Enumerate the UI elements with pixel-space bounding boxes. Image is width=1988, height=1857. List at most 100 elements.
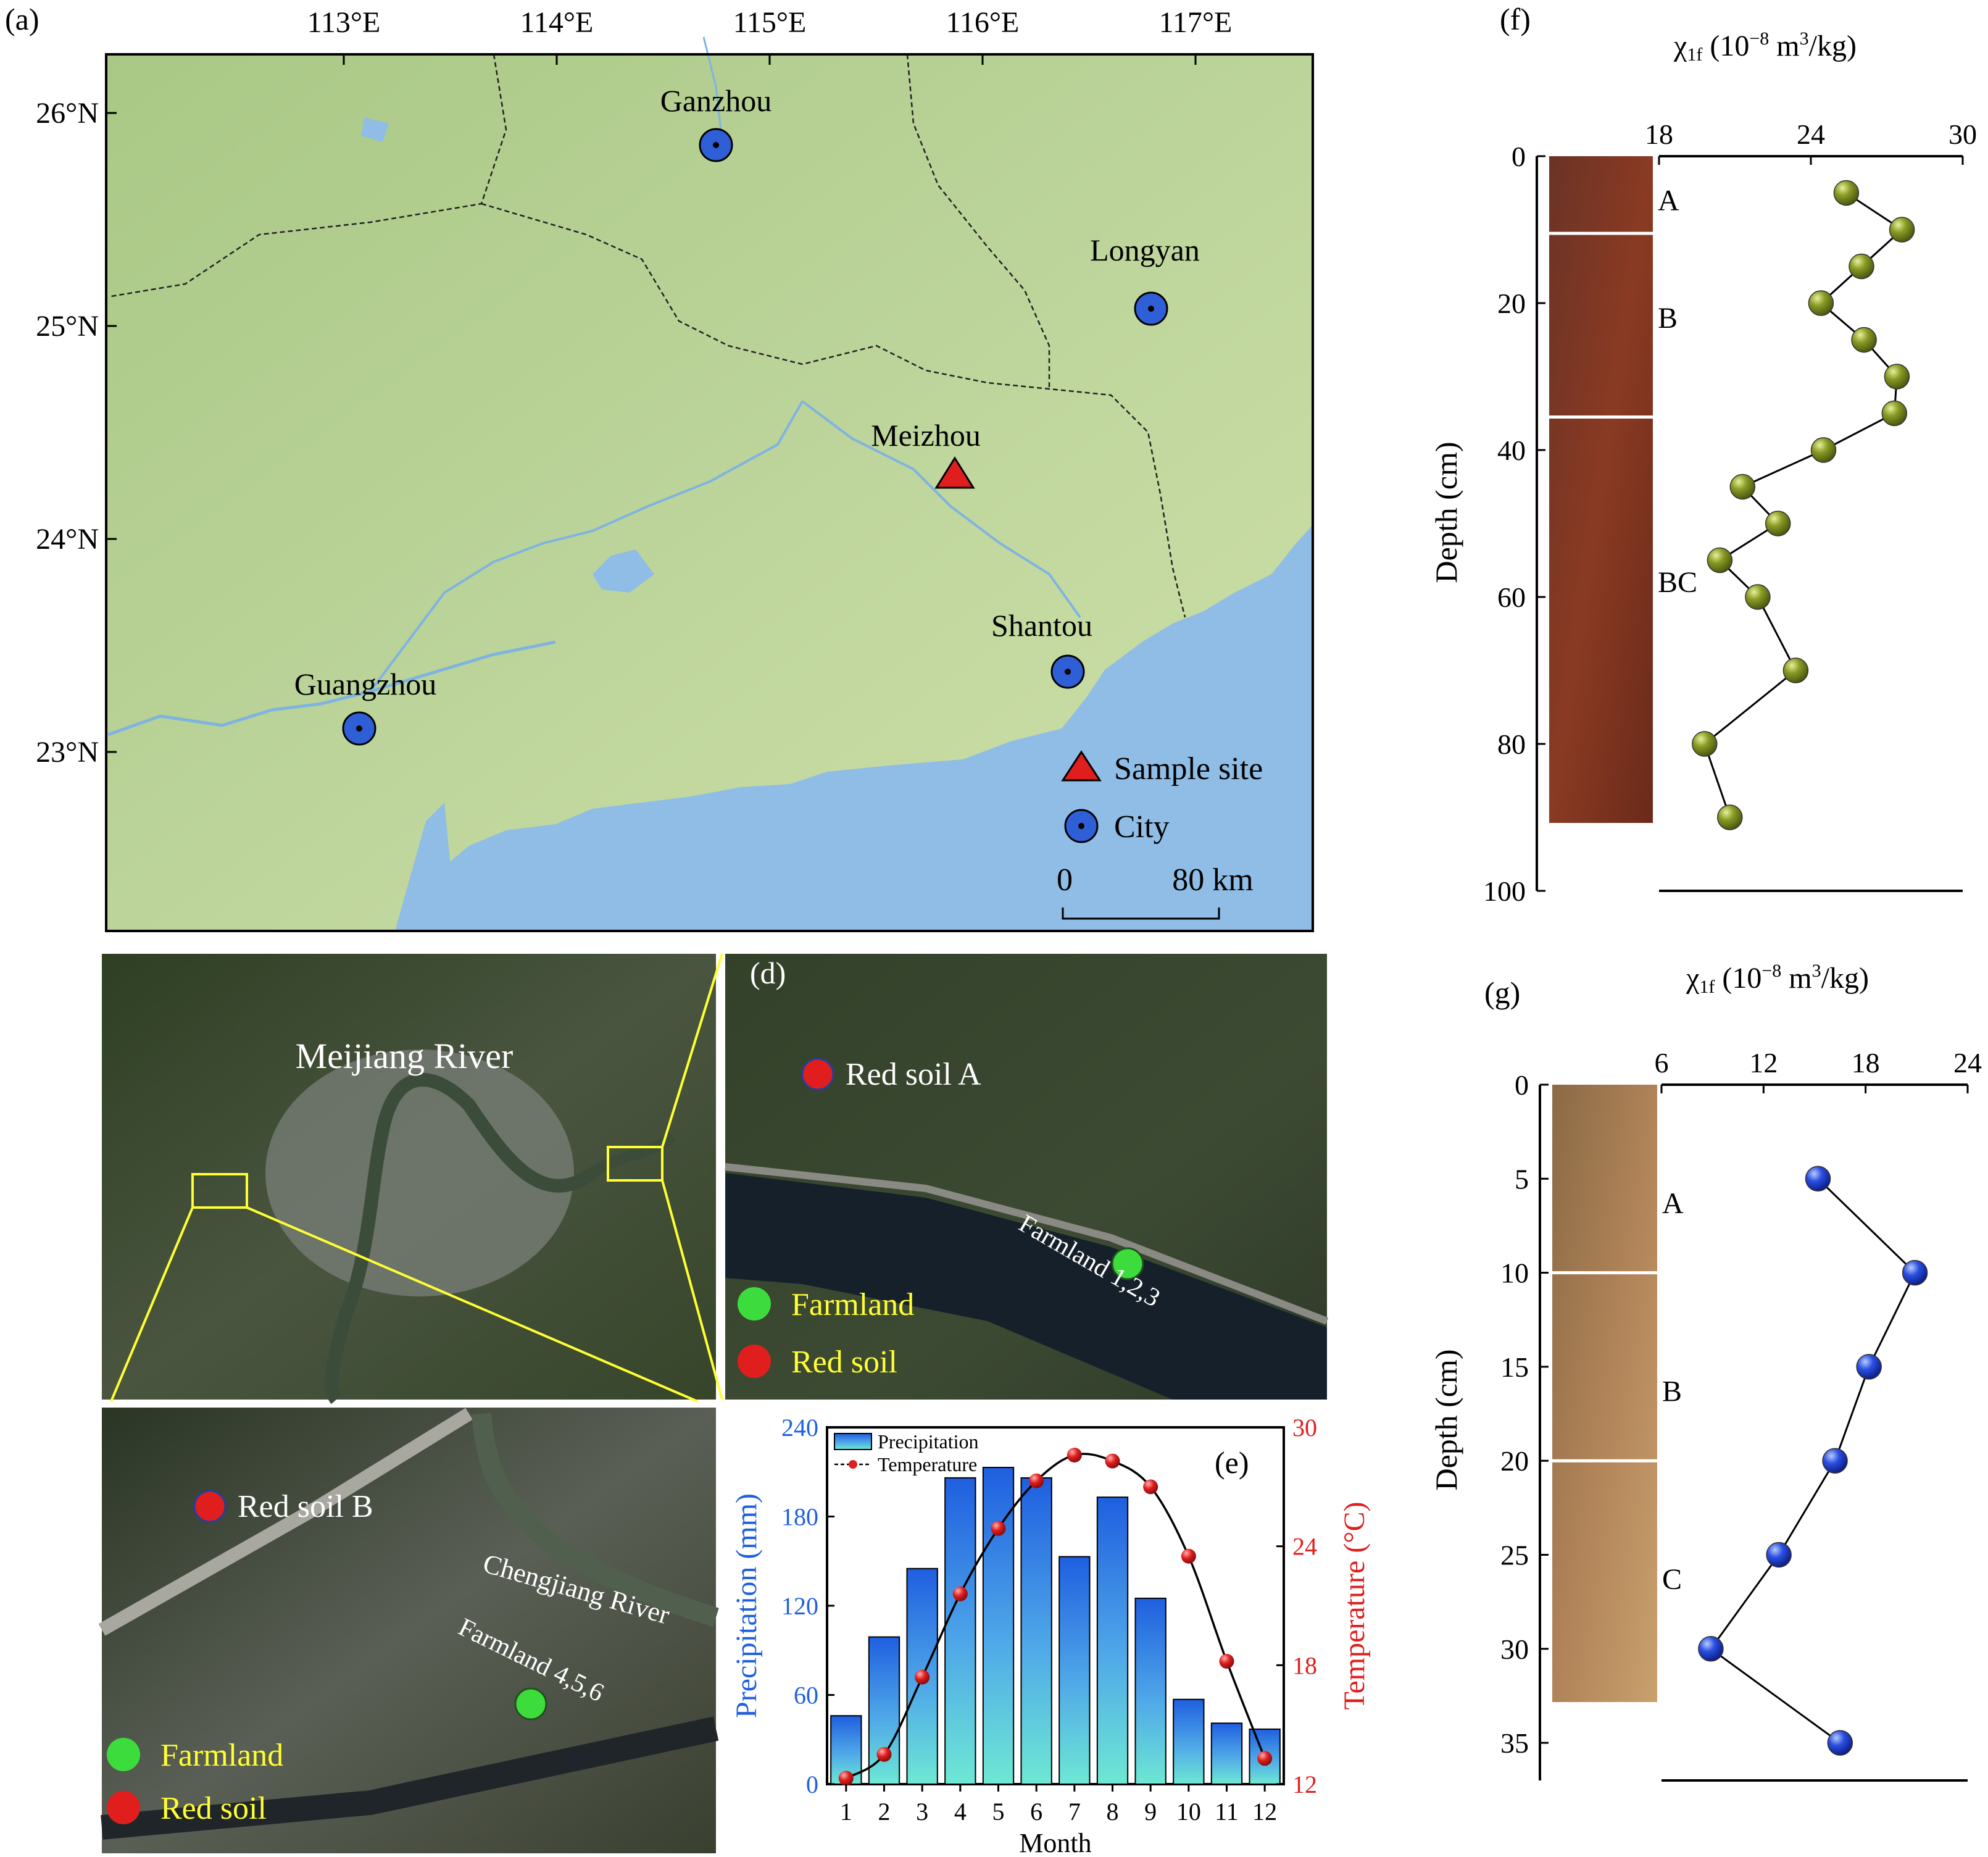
chart-g-points	[1698, 1166, 1928, 1756]
panel-d-farmland-marker	[1111, 1247, 1144, 1280]
lat-label-24: 24°N	[36, 523, 99, 556]
chart-f-horizon-labels: A B BC	[1658, 184, 1697, 599]
chart-e-legend-precip: Precipitation	[878, 1430, 979, 1453]
x-tick-label-7: 7	[1068, 1798, 1081, 1826]
chart-g-label: (g)	[1484, 975, 1520, 1010]
panel-c-label: (c)	[11, 1411, 46, 1445]
chart-e-y-ticks: 0 60 120 180 240	[781, 1414, 834, 1798]
x-tick-label-10: 10	[1176, 1798, 1201, 1826]
g-point-30	[1698, 1636, 1724, 1662]
chart-g-horizon-boundaries	[1552, 1271, 1657, 1463]
map-lon-labels: 113°E 114°E 115°E 116°E 117°E	[307, 6, 1233, 65]
lat-label-26: 26°N	[36, 97, 99, 130]
city-label-ganzhou: Ganzhou	[660, 83, 772, 118]
temp-point-4	[952, 1586, 968, 1601]
g-y-tick-label-15: 15	[1500, 1351, 1529, 1383]
panel-d-redsoil-label: Red soil A	[846, 1057, 981, 1092]
panel-d-legend-green-icon	[738, 1287, 771, 1321]
temp-point-5	[991, 1521, 1006, 1536]
panel-b-river	[325, 1073, 597, 1404]
y-tick-label-180: 180	[781, 1503, 818, 1531]
x-tick-label-2: 2	[878, 1798, 891, 1826]
chart-g-horizon-labels: A B C	[1662, 1187, 1684, 1596]
f-point-90	[1717, 804, 1743, 830]
temp-point-10	[1181, 1548, 1196, 1564]
f-y-tick-label-60: 60	[1497, 582, 1526, 613]
precip-bar-5	[982, 1467, 1015, 1785]
map-river-hanjiang	[801, 400, 1081, 619]
temp-point-3	[915, 1669, 930, 1685]
lat-label-23: 23°N	[36, 736, 99, 769]
panel-c-image	[102, 1408, 716, 1853]
panel-c-redsoil-label: Red soil B	[238, 1489, 373, 1524]
f-y-tick-label-40: 40	[1497, 435, 1526, 466]
panel-c-legend-green: Farmland	[160, 1738, 283, 1773]
panel-d-road	[725, 1163, 1329, 1325]
temp-point-9	[1143, 1479, 1158, 1495]
precip-bar-9	[1134, 1597, 1167, 1785]
panel-d-label: (d)	[750, 956, 786, 990]
x-tick-label-12: 12	[1252, 1798, 1277, 1826]
chart-g-axes	[1539, 1083, 1968, 1782]
chart-e-xlabel: Month	[1019, 1828, 1091, 1857]
g-point-20	[1822, 1448, 1848, 1474]
y-tick-label-120: 120	[781, 1592, 818, 1620]
f-y-tick-label-20: 20	[1497, 288, 1526, 319]
scale-end: 80 km	[1172, 862, 1253, 898]
lon-label-114: 114°E	[520, 6, 594, 39]
precip-bar-4	[944, 1477, 976, 1785]
lon-label-115: 115°E	[733, 6, 807, 39]
x-tick-label-8: 8	[1107, 1798, 1119, 1826]
chart-f-points	[1692, 180, 1915, 830]
panel-c-satellite: (c) Red soil B Chengjiang River Farmland…	[11, 1408, 719, 1853]
panel-f-profile-chart: (f) χ1f (10−8 m3/kg) A B BC 18 24 30 0 20 40 60…	[1429, 2, 1977, 907]
lon-label-117: 117°E	[1159, 6, 1233, 39]
g-y-tick-label-30: 30	[1500, 1634, 1529, 1665]
f-point-10	[1889, 217, 1915, 243]
f-x-tick-label-30: 30	[1948, 119, 1977, 150]
map-border-south	[481, 202, 1186, 618]
panel-b-box-d	[607, 1146, 663, 1182]
chart-e-legend-line-icon	[849, 1460, 857, 1469]
map-scale-bar: 0 80 km	[1057, 862, 1254, 920]
f-horizon-BC: BC	[1658, 566, 1697, 599]
chart-e-label: (e)	[1215, 1445, 1249, 1480]
chart-g-title: χ1f (10−8 m3/kg)	[1686, 961, 1869, 997]
f-x-tick-label-18: 18	[1645, 119, 1673, 150]
g-x-tick-label-24: 24	[1953, 1047, 1982, 1079]
temp-point-2	[876, 1746, 892, 1762]
temp-point-6	[1029, 1473, 1044, 1488]
chart-g-y-ticks: 0 5 10 15 20 25 30 35	[1500, 1069, 1549, 1759]
chart-e-legend: Precipitation Temperature	[834, 1430, 979, 1475]
city-ganzhou: Ganzhou	[660, 83, 772, 162]
panel-c-road	[98, 1408, 473, 1636]
temp-point-1	[838, 1771, 854, 1786]
f-y-tick-label-0: 0	[1512, 141, 1526, 172]
g-point-10	[1902, 1259, 1928, 1286]
lon-label-116: 116°E	[946, 6, 1020, 39]
precip-bar-6	[1020, 1477, 1052, 1785]
f-horizon-A: A	[1658, 184, 1679, 217]
legend-site-icon	[1061, 750, 1102, 782]
panel-a-label: (a)	[5, 2, 40, 36]
precip-bar-2	[868, 1636, 900, 1785]
f-y-tick-label-100: 100	[1483, 875, 1526, 907]
x-tick-label-3: 3	[916, 1798, 928, 1826]
city-label-shantou: Shantou	[991, 608, 1092, 643]
g-x-tick-label-6: 6	[1655, 1047, 1669, 1079]
g-y-tick-label-20: 20	[1500, 1445, 1529, 1477]
city-label-longyan: Longyan	[1090, 233, 1200, 267]
f-horizon-B: B	[1658, 302, 1678, 335]
panel-d-legend-red-icon	[738, 1345, 771, 1378]
chart-e-y2label: Temperature (°C)	[1338, 1501, 1371, 1709]
panel-c-river	[472, 1413, 719, 1627]
panel-d-satellite: (d) Red soil A Farmland 1,2,3 Farmland R…	[725, 954, 1329, 1400]
temp-point-7	[1067, 1447, 1082, 1463]
legend-site-label: Sample site	[1114, 751, 1263, 787]
chart-f-soil-photo	[1549, 156, 1653, 823]
y-tick-label-240: 240	[781, 1414, 818, 1442]
f-point-35	[1881, 400, 1908, 427]
x-tick-label-4: 4	[954, 1798, 967, 1826]
g-horizon-B: B	[1662, 1375, 1682, 1408]
